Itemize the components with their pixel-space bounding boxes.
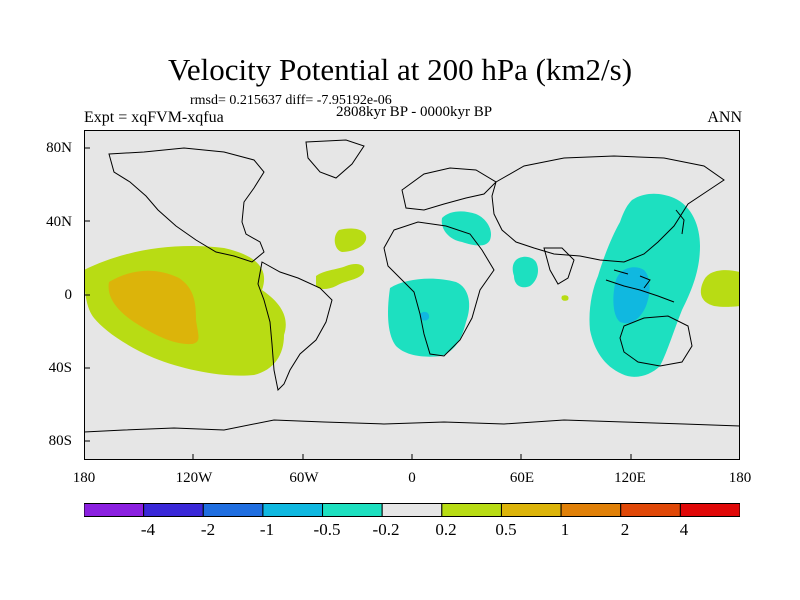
colorbar-box	[84, 503, 145, 517]
x-tick-label: 120E	[614, 470, 646, 486]
x-tick-label: 180	[728, 470, 752, 486]
colorbar-box	[143, 503, 204, 517]
negative-anomaly-africa-core	[420, 311, 430, 321]
experiment-label: Expt = xqFVM-xqfua	[84, 109, 224, 126]
colorbar-label: -0.2	[372, 520, 400, 539]
y-tick-label: 80N	[46, 140, 72, 156]
axis-ticks	[84, 147, 632, 460]
coastline-australia	[619, 315, 693, 367]
positive-anomaly-west-pacific	[700, 270, 740, 307]
colorbar-box	[262, 503, 324, 517]
y-tick-label: 0	[64, 287, 73, 303]
positive-anomaly-atlantic-north	[334, 228, 367, 252]
x-tick-label: 60E	[509, 470, 535, 486]
colorbar-label: -1	[259, 520, 275, 539]
x-tick-label: 60W	[289, 470, 319, 486]
colorbar-box	[620, 503, 681, 517]
colorbar-label: -4	[140, 520, 156, 539]
coastlines	[84, 139, 740, 433]
colorbar-label: 0.5	[495, 520, 517, 539]
map-plot-area	[84, 130, 740, 460]
coastline-india	[543, 247, 575, 285]
x-tick-label: 0	[408, 470, 416, 486]
coastline-south-america	[257, 261, 333, 392]
x-tick-label: 120W	[175, 470, 213, 486]
negative-anomaly-mediterranean	[441, 211, 492, 246]
period-label: 2808kyr BP - 0000kyr BP	[335, 104, 493, 120]
colorbar-box	[500, 503, 562, 517]
colorbar-label: 4	[679, 520, 689, 539]
y-tick-label: 40S	[48, 360, 72, 376]
positive-anomaly-atlantic-tropical	[316, 264, 365, 289]
colorbar-box	[381, 503, 443, 517]
colorbar-box	[202, 503, 264, 517]
colorbar-box	[322, 503, 383, 517]
positive-anomaly-core	[108, 270, 199, 345]
negative-anomaly-arabian	[512, 256, 538, 288]
colorbar-box	[560, 503, 622, 517]
colorbar	[84, 503, 740, 517]
coastline-asia	[491, 155, 725, 263]
coastline-japan	[675, 209, 685, 235]
coastline-greenland	[305, 139, 365, 179]
coastline-indonesia	[605, 269, 675, 303]
coastline-north-america	[108, 147, 265, 263]
coastline-europe	[401, 167, 497, 211]
colorbar-label: -2	[200, 520, 216, 539]
colorbar-label: -0.5	[313, 520, 341, 539]
coastline-africa	[383, 221, 495, 357]
x-tick-label: 180	[72, 470, 96, 486]
colorbar-box	[679, 503, 740, 517]
positive-anomaly-indian-dot	[561, 295, 569, 301]
season-label: ANN	[707, 109, 742, 126]
stats-label: rmsd= 0.215637 diff= -7.95192e-06	[190, 93, 392, 108]
negative-anomaly-maritime-core	[613, 267, 650, 324]
coastline-antarctica	[84, 419, 740, 433]
colorbar-label: 1	[560, 520, 570, 539]
colorbar-box	[441, 503, 502, 517]
y-tick-label: 80S	[48, 433, 72, 449]
y-tick-label: 40N	[46, 214, 72, 230]
colorbar-label: 0.2	[435, 520, 457, 539]
colorbar-label: 2	[620, 520, 630, 539]
plot-title: Velocity Potential at 200 hPa (km2/s)	[167, 52, 633, 87]
